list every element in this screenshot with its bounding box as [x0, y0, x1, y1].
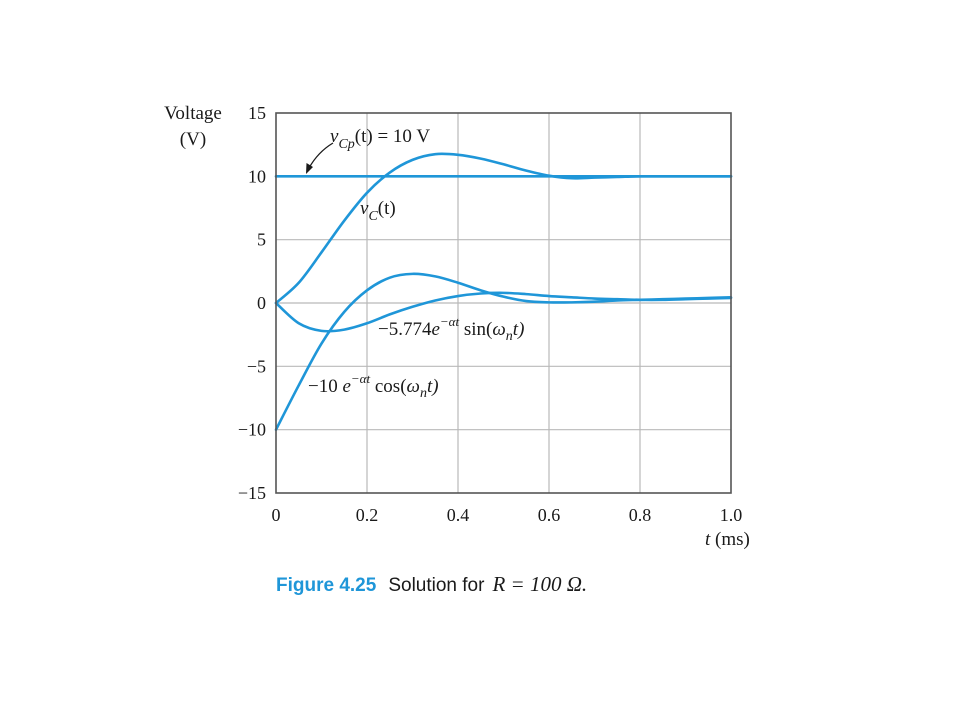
annotation-sin-term: −5.774e−αt sin(ωnt) [378, 314, 524, 344]
series-line-cos [274, 272, 733, 431]
y-tick-label: 5 [257, 230, 266, 250]
annotation-arrow [308, 142, 334, 169]
x-axis-label: t (ms) [705, 529, 750, 550]
annotation-arrowhead [306, 163, 313, 174]
x-tick-label: 1.0 [720, 505, 743, 525]
grid-lines [276, 113, 731, 493]
y-tick-label: −5 [247, 356, 266, 376]
y-tick-label: 15 [248, 103, 266, 123]
annotation-vc: vC(t) [360, 198, 396, 224]
annotation-vcp: vCp(t) = 10 V [330, 126, 430, 152]
tick-labels: 0 0.2 0.4 0.6 0.8 1.0 15 10 5 0 −5 −10 −15 [238, 103, 742, 525]
x-tick-label: 0 [272, 505, 281, 525]
y-axis-label-line1: Voltage [164, 103, 222, 124]
annotation-cos-term: −10 e−αt cos(ωnt) [308, 371, 439, 401]
y-tick-label: −10 [238, 420, 266, 440]
y-tick-label: −15 [238, 483, 266, 503]
x-tick-label: 0.2 [356, 505, 379, 525]
y-axis-label-line2: (V) [180, 129, 206, 150]
x-tick-label: 0.6 [538, 505, 561, 525]
series-line-vc [274, 152, 733, 305]
x-tick-label: 0.8 [629, 505, 652, 525]
plot-frame [275, 112, 732, 494]
y-tick-label: 10 [248, 166, 266, 186]
figure-caption: Figure 4.25 Solution for R = 100 Ω. [276, 572, 587, 596]
curves [274, 152, 733, 431]
x-tick-label: 0.4 [447, 505, 470, 525]
y-tick-label: 0 [257, 293, 266, 313]
